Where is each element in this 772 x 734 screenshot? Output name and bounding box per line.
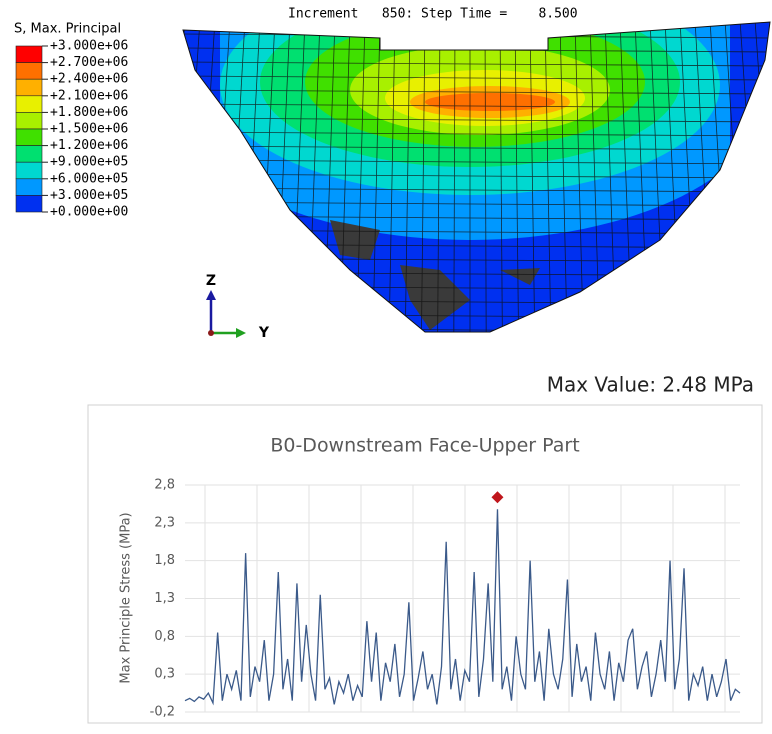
legend-band — [15, 195, 43, 213]
plot-area: -0,2 0,3 0,8 1,3 1,8 2,3 2,8 — [150, 478, 741, 720]
legend-label: +9.000e+05 — [50, 155, 128, 170]
legend: +3.000e+06+2.700e+06 +2.400e+06+2.100e+06… — [15, 39, 128, 220]
mesh — [183, 22, 770, 332]
legend-title: S, Max. Principal — [14, 22, 121, 37]
mesh-outline — [182, 21, 771, 333]
legend-label: +1.500e+06 — [50, 122, 128, 137]
legend-label: +2.400e+06 — [50, 72, 128, 87]
y-tick-label: -0,2 — [150, 705, 175, 720]
max-value-text: Max Value: 2.48 MPa — [547, 373, 754, 397]
axis-triad: Z Y — [206, 273, 270, 341]
chart-title: B0-Downstream Face-Upper Part — [270, 435, 579, 457]
y-tick-label: 2,8 — [154, 478, 175, 493]
legend-label: +1.800e+06 — [50, 105, 128, 120]
legend-band — [15, 112, 43, 130]
legend-label: +1.200e+06 — [50, 138, 128, 153]
y-tick-label: 1,8 — [154, 553, 175, 568]
legend-band — [15, 161, 43, 180]
triad-z: Z — [206, 273, 216, 289]
legend-label: +3.000e+06 — [50, 39, 128, 54]
data-line — [184, 509, 741, 706]
max-marker — [491, 491, 504, 504]
y-tick-label: 1,3 — [154, 591, 175, 606]
legend-band — [15, 78, 43, 97]
increment-text: Increment 850: Step Time = 8.500 — [288, 7, 578, 22]
y-tick-label: 2,3 — [154, 515, 175, 530]
legend-band — [15, 45, 43, 63]
legend-label: +6.000e+05 — [50, 171, 128, 186]
legend-band — [15, 145, 43, 163]
legend-band — [15, 95, 43, 113]
legend-band — [15, 62, 43, 80]
y-tick-label: 0,8 — [154, 629, 175, 644]
triad-y: Y — [258, 325, 270, 341]
legend-band — [15, 178, 43, 196]
legend-label: +0.000e+00 — [50, 205, 128, 220]
legend-label: +2.700e+06 — [50, 55, 128, 70]
y-axis-label: Max Principle Stress (MPa) — [119, 512, 134, 683]
legend-band — [15, 128, 43, 146]
legend-label: +2.100e+06 — [50, 88, 128, 103]
y-tick-label: 0,3 — [154, 667, 175, 682]
legend-label: +3.000e+05 — [50, 188, 128, 203]
